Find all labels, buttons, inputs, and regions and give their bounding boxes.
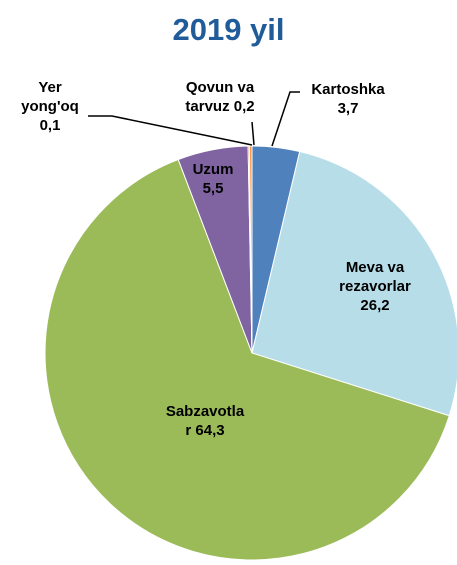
slice-label: Qovun va tarvuz 0,2 [175, 78, 265, 116]
chart-title: 2019 yil [172, 12, 285, 47]
category-label: Kartoshka [311, 81, 385, 98]
value-label: 26,2 [360, 297, 390, 314]
pie-slice [248, 145, 253, 354]
slice-label: Meva va rezavorlar 26,2 [315, 258, 435, 315]
value-label: 0,2 [233, 98, 255, 115]
leader-line [271, 91, 300, 147]
category-label: Meva va rezavorlar [339, 259, 411, 295]
leader-line [251, 121, 255, 146]
slice-label: Sabzavotlar 64,3 [163, 402, 247, 440]
value-label: 3,7 [337, 100, 359, 117]
value-label: 5,5 [202, 180, 224, 197]
category-label: Qovun va tarvuz [185, 79, 255, 115]
category-label: Uzum [192, 161, 234, 178]
pie-slice [251, 150, 457, 417]
category-label: Sabzavotlar [165, 403, 245, 439]
value-label: 0,1 [39, 117, 61, 134]
slice-label: Yer yong'oq 0,1 [15, 78, 85, 135]
slice-label: Kartoshka 3,7 [298, 80, 398, 118]
value-label: 64,3 [195, 422, 225, 439]
pie-slice [44, 158, 450, 561]
leader-line [88, 115, 253, 146]
category-label: Yer yong'oq [21, 79, 79, 115]
slice-label: Uzum 5,5 [183, 160, 243, 198]
